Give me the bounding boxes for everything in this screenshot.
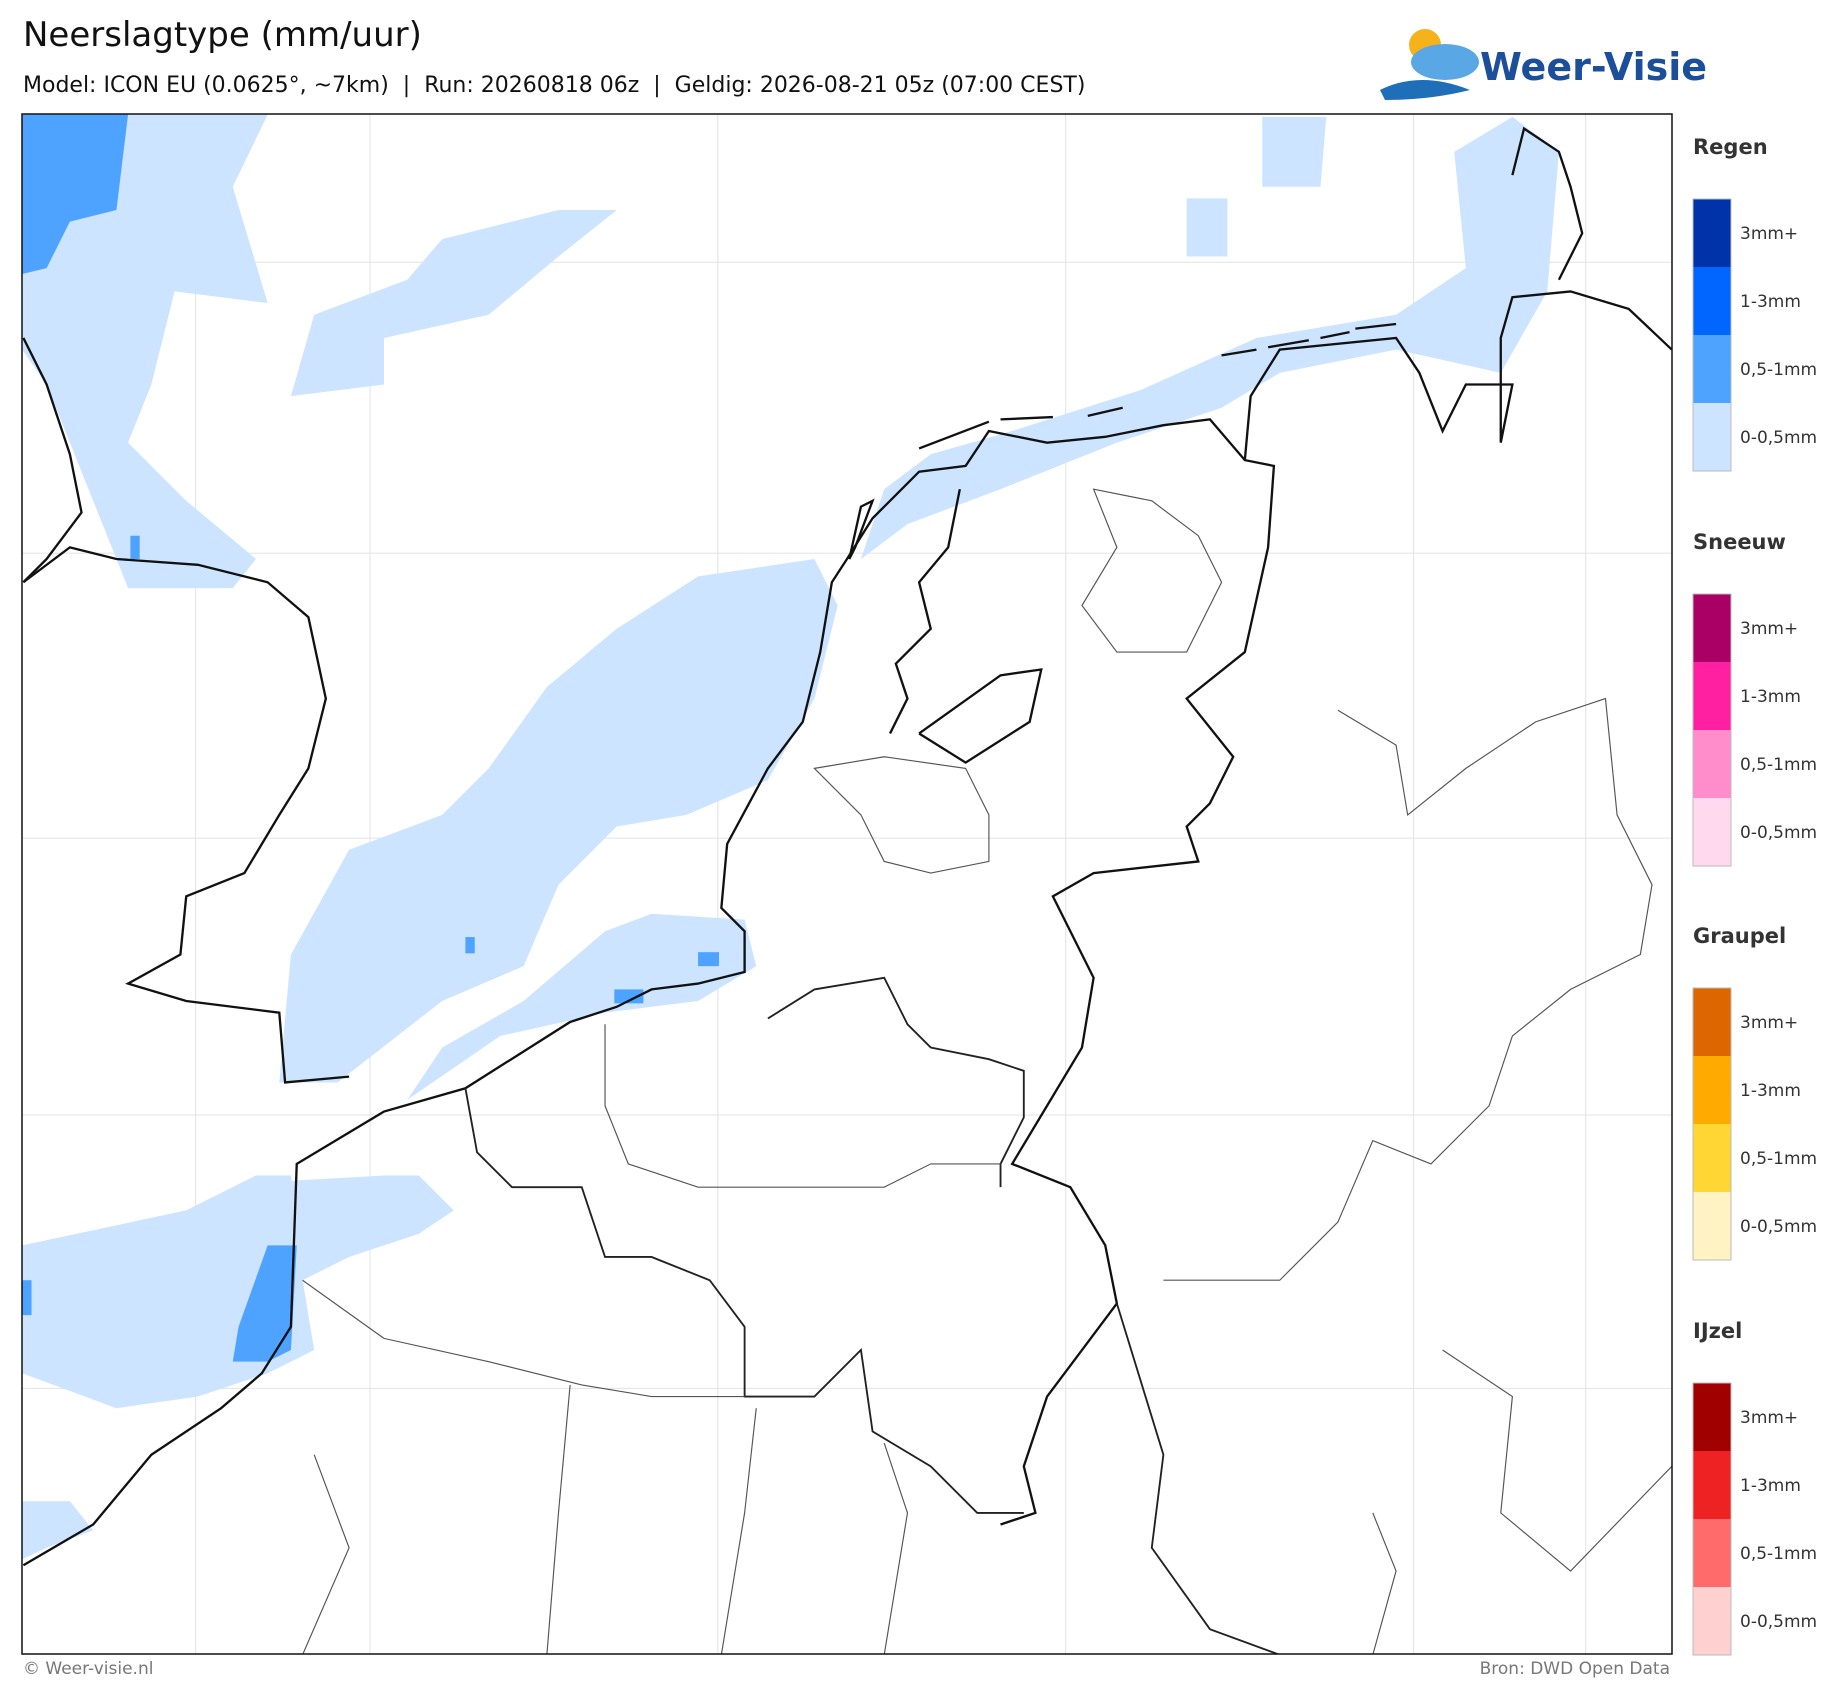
legend-box	[1692, 198, 1732, 472]
map-frame	[21, 113, 1673, 1655]
precipitation-moderate	[22, 114, 720, 1362]
legend-label: 0-0,5mm	[1740, 1612, 1817, 1632]
legend-label: 0-0,5mm	[1740, 823, 1817, 843]
footer-right: Bron: DWD Open Data	[1480, 1659, 1670, 1679]
graticule	[22, 114, 1672, 1654]
legend-swatch	[1693, 1056, 1731, 1124]
logo-text: Weer-Visie	[1480, 45, 1707, 89]
coastline	[22, 126, 1672, 1567]
legend-swatch	[1693, 988, 1731, 1056]
legend-box	[1692, 1382, 1732, 1656]
legend-swatch	[1693, 594, 1731, 662]
legend-label: 0,5-1mm	[1740, 1544, 1817, 1564]
legend-label: 1-3mm	[1740, 687, 1801, 707]
legend-label: 0,5-1mm	[1740, 1149, 1817, 1169]
legend-swatch	[1693, 1124, 1731, 1192]
legend-swatch	[1693, 1519, 1731, 1587]
legend-swatch	[1693, 1451, 1731, 1519]
legend-swatch	[1693, 267, 1731, 335]
legend-label: 1-3mm	[1740, 292, 1801, 312]
legend-label: 0-0,5mm	[1740, 1217, 1817, 1237]
legend-label: 3mm+	[1740, 1013, 1798, 1033]
logo: Weer-Visie	[1380, 29, 1707, 100]
legend-title: Regen	[1693, 135, 1768, 159]
legend-swatch	[1693, 1192, 1731, 1260]
legend-title: Graupel	[1693, 924, 1786, 948]
legend-swatch	[1693, 1587, 1731, 1655]
legend-swatch	[1693, 1383, 1731, 1451]
legend-label: 1-3mm	[1740, 1081, 1801, 1101]
legend-swatch	[1693, 335, 1731, 403]
borders	[464, 976, 1281, 1654]
legend-title: Sneeuw	[1693, 530, 1786, 554]
legend-label: 0,5-1mm	[1740, 755, 1817, 775]
subtitle: Model: ICON EU (0.0625°, ~7km) | Run: 20…	[23, 73, 1085, 98]
legend-box	[1692, 593, 1732, 867]
legend-label: 3mm+	[1740, 1408, 1798, 1428]
legend-swatch	[1693, 730, 1731, 798]
legend-title: IJzel	[1693, 1319, 1742, 1343]
title: Neerslagtype (mm/uur)	[23, 15, 422, 55]
legend: Regen 3mm+ 1-3mm 0,5-1mm 0-0,5mm Sneeuw 3mm+ 1-…	[1692, 135, 1817, 1656]
legend-box	[1692, 987, 1732, 1261]
footer-left: © Weer-visie.nl	[23, 1659, 153, 1679]
legend-label: 0,5-1mm	[1740, 360, 1817, 380]
legend-label: 3mm+	[1740, 619, 1798, 639]
legend-label: 3mm+	[1740, 224, 1798, 244]
legend-label: 1-3mm	[1740, 1476, 1801, 1496]
legend-swatch	[1693, 199, 1731, 267]
legend-swatch	[1693, 403, 1731, 471]
regions	[302, 488, 1672, 1654]
legend-swatch	[1693, 798, 1731, 866]
legend-label: 0-0,5mm	[1740, 428, 1817, 448]
map	[22, 114, 1672, 1654]
legend-swatch	[1693, 662, 1731, 730]
